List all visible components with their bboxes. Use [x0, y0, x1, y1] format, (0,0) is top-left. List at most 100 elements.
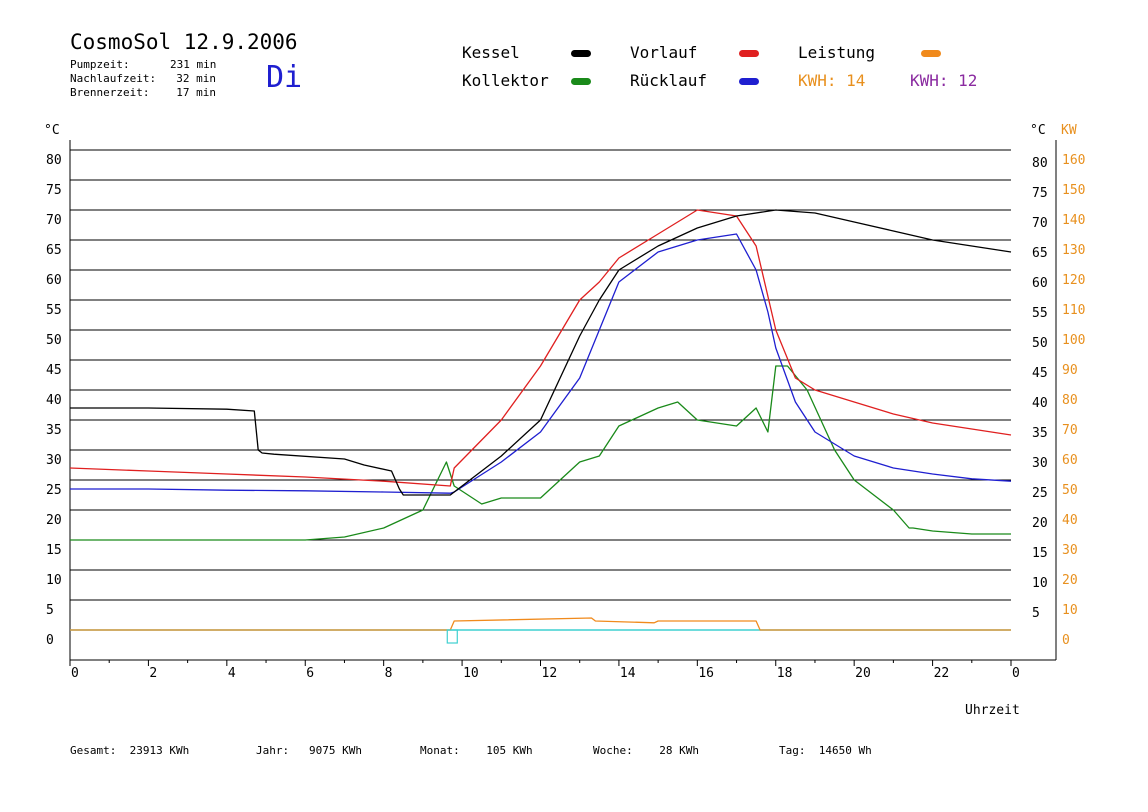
footer-jahr: Jahr: 9075 KWh — [256, 744, 362, 757]
stat-nachlaufzeit: Nachlaufzeit: 32 min — [70, 72, 216, 85]
series-line-ruecklauf — [70, 233, 1012, 494]
y-tick-label-power: 140 — [1062, 213, 1085, 228]
y-tick-label-power: 130 — [1062, 243, 1085, 258]
y-tick-label-left: 30 — [46, 453, 62, 468]
y-tick-label-power: 40 — [1062, 513, 1078, 528]
y-tick-label-power: 20 — [1062, 573, 1078, 588]
y-tick-label-right: 25 — [1032, 486, 1048, 501]
y-tick-label-left: 60 — [46, 273, 62, 288]
x-tick-label: 4 — [228, 666, 236, 681]
weekday-label: Di — [266, 60, 303, 95]
legend-label: Vorlauf — [630, 43, 698, 62]
y-tick-label-right: 10 — [1032, 576, 1048, 591]
y-tick-label-left: 15 — [46, 543, 62, 558]
y-tick-label-left: 45 — [46, 363, 62, 378]
stat-pumpzeit: Pumpzeit: 231 min — [70, 58, 216, 71]
x-tick-label: 12 — [542, 666, 558, 681]
y-tick-label-right: 60 — [1032, 276, 1048, 291]
y-tick-label-left: 25 — [46, 483, 62, 498]
y-tick-label-right: 20 — [1032, 516, 1048, 531]
footer-label: Monat: — [420, 744, 460, 757]
y-axis-unit-left: °C — [44, 123, 60, 138]
y-tick-label-power: 60 — [1062, 453, 1078, 468]
x-tick-label: 10 — [463, 666, 479, 681]
x-tick-label: 16 — [698, 666, 714, 681]
legend-label: Rücklauf — [630, 71, 708, 90]
y-tick-label-left: 75 — [46, 183, 62, 198]
x-axis-label: Uhrzeit — [965, 703, 1020, 718]
y-tick-label-right: 80 — [1032, 156, 1048, 171]
footer-label: Gesamt: — [70, 744, 117, 757]
y-tick-label-left: 70 — [46, 213, 62, 228]
x-tick-label: 18 — [777, 666, 793, 681]
footer-value: 23913 KWh — [129, 744, 190, 757]
legend-ruecklauf: Rücklauf — [630, 71, 707, 90]
stat-brennerzeit: Brennerzeit: 17 min — [70, 86, 216, 99]
footer-gesamt: Gesamt: 23913 KWh — [70, 744, 189, 757]
footer-tag: Tag: 14650 Wh — [779, 744, 872, 757]
legend-swatch-kollektor — [571, 78, 591, 85]
kwh-value: 14 — [846, 71, 866, 90]
y-tick-label-power: 120 — [1062, 273, 1085, 288]
y-tick-label-right: 50 — [1032, 336, 1048, 351]
y-tick-label-left: 50 — [46, 333, 62, 348]
y-tick-label-right: 70 — [1032, 216, 1048, 231]
kwh-value: 12 — [958, 71, 978, 90]
y-tick-label-right: 40 — [1032, 396, 1048, 411]
footer-label: Tag: — [779, 744, 806, 757]
y-tick-label-right: 15 — [1032, 546, 1048, 561]
legend-kwh-1: KWH: 14 — [798, 71, 865, 90]
x-tick-label: 20 — [855, 666, 871, 681]
y-tick-label-left: 5 — [46, 603, 54, 618]
legend-label: Leistung — [798, 43, 876, 62]
y-tick-label-right: 35 — [1032, 426, 1048, 441]
kwh-label: KWH: — [798, 71, 837, 90]
y-tick-label-right: 55 — [1032, 306, 1048, 321]
legend-kessel: Kessel — [462, 43, 520, 62]
x-tick-label: 14 — [620, 666, 636, 681]
y-tick-label-left: 40 — [46, 393, 62, 408]
stat-value: 17 min — [176, 86, 216, 99]
y-tick-label-left: 80 — [46, 153, 62, 168]
y-axis-unit-power: KW — [1061, 123, 1077, 138]
x-tick-label: 0 — [1012, 666, 1020, 681]
y-tick-label-right: 45 — [1032, 366, 1048, 381]
y-tick-label-power: 80 — [1062, 393, 1078, 408]
footer-label: Jahr: — [256, 744, 290, 757]
y-tick-label-power: 50 — [1062, 483, 1078, 498]
page-title: CosmoSol 12.9.2006 — [70, 30, 298, 54]
legend-swatch-leistung — [921, 50, 941, 57]
y-tick-label-right: 30 — [1032, 456, 1048, 471]
footer-value: 14650 Wh — [818, 744, 872, 757]
x-tick-label: 2 — [149, 666, 157, 681]
series-line-kollektor — [70, 365, 1011, 541]
series-line-leistung — [70, 617, 1011, 631]
footer-value: 28 KWh — [659, 744, 699, 757]
x-tick-label: 0 — [71, 666, 79, 681]
legend-swatch-ruecklauf — [739, 78, 759, 85]
y-tick-label-left: 10 — [46, 573, 62, 588]
y-tick-label-power: 160 — [1062, 153, 1085, 168]
y-tick-label-left: 65 — [46, 243, 62, 258]
stat-label: Nachlaufzeit: — [70, 72, 157, 85]
footer-woche: Woche: 28 KWh — [593, 744, 699, 757]
stat-value: 231 min — [170, 58, 217, 71]
y-tick-label-left: 35 — [46, 423, 62, 438]
stat-label: Brennerzeit: — [70, 86, 150, 99]
y-tick-label-power: 0 — [1062, 633, 1070, 648]
series-line-vorlauf — [69, 209, 1012, 487]
y-tick-label-right: 5 — [1032, 606, 1040, 621]
y-tick-label-right: 75 — [1032, 186, 1048, 201]
legend-label: Kollektor — [462, 71, 549, 90]
x-tick-label: 6 — [306, 666, 314, 681]
kwh-label: KWH: — [910, 71, 949, 90]
footer-value: 9075 KWh — [309, 744, 362, 757]
stat-value: 32 min — [176, 72, 216, 85]
legend-vorlauf: Vorlauf — [630, 43, 697, 62]
y-tick-label-left: 20 — [46, 513, 62, 528]
y-tick-label-power: 10 — [1062, 603, 1078, 618]
y-tick-label-power: 100 — [1062, 333, 1085, 348]
x-tick-label: 22 — [934, 666, 950, 681]
footer-monat: Monat: 105 KWh — [420, 744, 533, 757]
y-tick-label-power: 30 — [1062, 543, 1078, 558]
